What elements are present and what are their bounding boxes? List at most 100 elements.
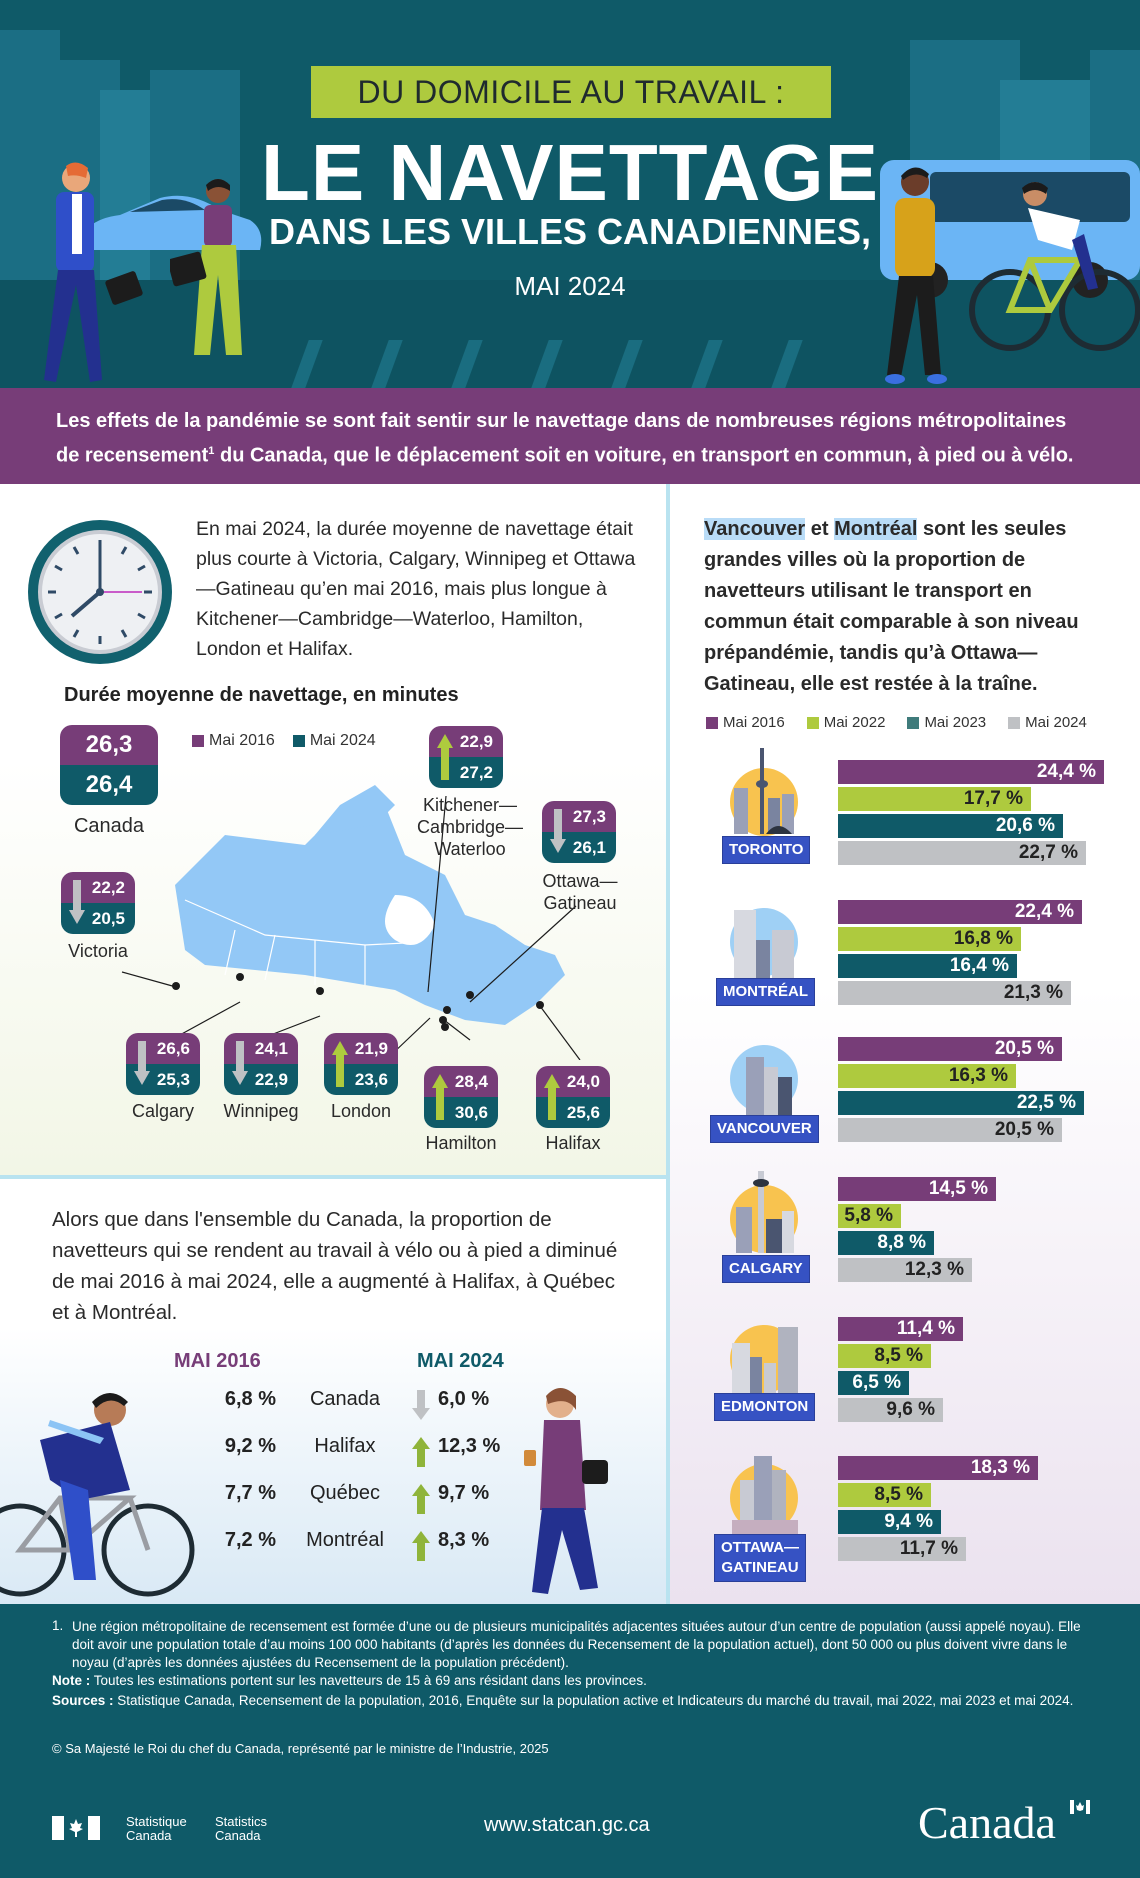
duration-pill-halifax: 24,0 25,6 (536, 1066, 610, 1128)
value-2024: 26,4 (60, 765, 158, 805)
bar-2016: 14,5 % (838, 1177, 996, 1201)
bar-2016: 18,3 % (838, 1456, 1038, 1480)
bar-2016: 24,4 % (838, 760, 1104, 784)
duration-pill-winnipeg: 24,1 22,9 (224, 1033, 298, 1095)
active-row-canada: 6,8 % Canada 6,0 % (150, 1388, 530, 1420)
bar-2024: 9,6 % (838, 1398, 943, 1422)
duration-legend: Mai 2016 Mai 2024 (192, 732, 376, 750)
footnote-sources: Sources : Statistique Canada, Recensemen… (52, 1693, 1074, 1708)
toronto-skyline-icon (722, 748, 802, 850)
page-date: MAI 2024 (514, 271, 626, 301)
city-label-calgary: Calgary (131, 1101, 195, 1121)
transit-city-calgary: CALGARY 14,5 % 5,8 % 8,8 % 12,3 % (700, 1171, 1120, 1287)
bar-2023: 8,8 % (838, 1231, 934, 1255)
walking-woman-illustration (524, 1388, 608, 1594)
city-tag-montreal: MONTRÉAL (716, 978, 815, 1006)
active-commuting-paragraph: Alors que dans l'ensemble du Canada, la … (52, 1208, 618, 1324)
calgary-skyline-icon (722, 1171, 802, 1267)
arrow-down-icon (232, 1041, 248, 1085)
active-row-montreal: 7,2 % Montréal 8,3 % (150, 1529, 530, 1561)
footnote-1: Une région métropolitaine de recensement… (72, 1619, 1081, 1670)
transit-city-toronto: TORONTO 24,4 % 17,7 % 20,6 % 22,7 % (700, 748, 1120, 870)
intro-banner: Les effets de la pandémie se sont fait s… (0, 388, 1140, 484)
bar-2023: 22,5 % (838, 1091, 1084, 1115)
edmonton-skyline-icon (722, 1317, 802, 1407)
vancouver-skyline-icon (722, 1037, 802, 1127)
column-header-2024: MAI 2024 (417, 1350, 504, 1372)
transit-city-vancouver: VANCOUVER 20,5 % 16,3 % 22,5 % 20,5 % (700, 1037, 1120, 1147)
bar-2022: 5,8 % (838, 1204, 901, 1228)
city-tag-edmonton: EDMONTON (714, 1393, 816, 1421)
transit-city-edmonton: EDMONTON 11,4 % 8,5 % 6,5 % 9,6 % (700, 1317, 1120, 1427)
horizontal-divider (0, 1175, 666, 1179)
bar-2022: 8,5 % (838, 1344, 931, 1368)
transit-paragraph: Vancouver et Montréal sont les seules gr… (704, 518, 1079, 695)
city-tag-toronto: TORONTO (722, 836, 811, 864)
intro-line-1: Les effets de la pandémie se sont fait s… (56, 410, 1067, 432)
transit-legend: Mai 2016 Mai 2022 Mai 2023 Mai 2024 (706, 714, 1087, 731)
bar-2022: 17,7 % (838, 787, 1031, 811)
active-row-quebec: 7,7 % Québec 9,7 % (150, 1482, 530, 1514)
duration-pill-kitchener: 22,9 27,2 (429, 726, 503, 788)
cyclist-illustration (0, 1393, 195, 1597)
duration-pill-calgary: 26,6 25,3 (126, 1033, 200, 1095)
statcan-logo-en[interactable]: Statistics Canada (215, 1814, 268, 1843)
legend-item-2023: Mai 2023 (907, 714, 986, 731)
walking-man-coffee-illustration (885, 167, 947, 384)
arrow-up-icon (412, 1437, 430, 1467)
bar-2024: 11,7 % (838, 1537, 966, 1561)
intro-line-2: de recensement1 du Canada, que le déplac… (56, 444, 1074, 467)
duration-pill-hamilton: 28,4 30,6 (424, 1066, 498, 1128)
walking-man-illustration (44, 162, 143, 382)
bar-2023: 6,5 % (838, 1371, 909, 1395)
city-label-london: London (330, 1101, 392, 1121)
duration-subheading: Durée moyenne de navettage, en minutes (64, 684, 459, 706)
city-tag-calgary: CALGARY (722, 1255, 810, 1283)
bar-2016: 22,4 % (838, 900, 1082, 924)
value-2016: 26,3 (60, 725, 158, 765)
arrow-up-icon (437, 734, 453, 780)
bar-2022: 16,3 % (838, 1064, 1016, 1088)
arrow-up-icon (412, 1531, 430, 1561)
arrow-up-icon (544, 1074, 560, 1120)
statcan-url-link[interactable]: www.statcan.gc.ca (484, 1814, 650, 1836)
statcan-logo-fr[interactable]: Statistique Canada (126, 1814, 187, 1843)
city-label-victoria: Victoria (68, 941, 128, 961)
arrow-up-icon (432, 1074, 448, 1120)
legend-item-2016: Mai 2016 (192, 732, 275, 750)
duration-paragraph: En mai 2024, la durée moyenne de navetta… (196, 518, 636, 660)
clock-icon (28, 520, 172, 664)
bar-2024: 21,3 % (838, 981, 1071, 1005)
ottawa-skyline-icon (722, 1456, 802, 1546)
legend-item-2022: Mai 2022 (806, 714, 885, 731)
montreal-skyline-icon (722, 900, 802, 990)
cyclist-illustration (969, 182, 1140, 351)
duration-pill-canada: 26,3 26,4 (60, 725, 158, 805)
arrow-down-icon (134, 1041, 150, 1085)
column-header-2016: MAI 2016 (174, 1350, 261, 1372)
walking-woman-illustration (170, 179, 242, 355)
active-row-halifax: 9,2 % Halifax 12,3 % (150, 1435, 530, 1467)
canada-flag-icon (52, 1816, 100, 1840)
bar-2016: 20,5 % (838, 1037, 1062, 1061)
city-label-canada: Canada (73, 815, 145, 837)
copyright: © Sa Majesté le Roi du chef du Canada, r… (52, 1741, 549, 1756)
highlight-vancouver: Vancouver (704, 518, 806, 540)
city-label-ottawa: Ottawa— Gatineau (542, 871, 618, 913)
duration-pill-victoria: 22,2 20,5 (61, 872, 135, 934)
transit-city-montreal: MONTRÉAL 22,4 % 16,8 % 16,4 % 21,3 % (700, 900, 1120, 1010)
duration-pill-ottawa: 27,3 26,1 (542, 801, 616, 863)
canada-wordmark: Canada (918, 1797, 1056, 1848)
city-label-hamilton: Hamilton (425, 1133, 497, 1153)
footnote-ref: 1 (208, 445, 215, 457)
legend-item-2024: Mai 2024 (1008, 714, 1087, 731)
page-title: LE NAVETTAGE (261, 128, 879, 217)
footer (0, 1604, 1140, 1878)
bar-2024: 20,5 % (838, 1118, 1062, 1142)
legend-item-2016: Mai 2016 (706, 714, 785, 731)
map-leader-lines (121, 795, 581, 1060)
arrow-down-icon (69, 880, 85, 924)
vertical-divider (666, 484, 670, 1604)
highlight-montreal: Montréal (834, 518, 918, 540)
bar-2016: 11,4 % (838, 1317, 963, 1341)
